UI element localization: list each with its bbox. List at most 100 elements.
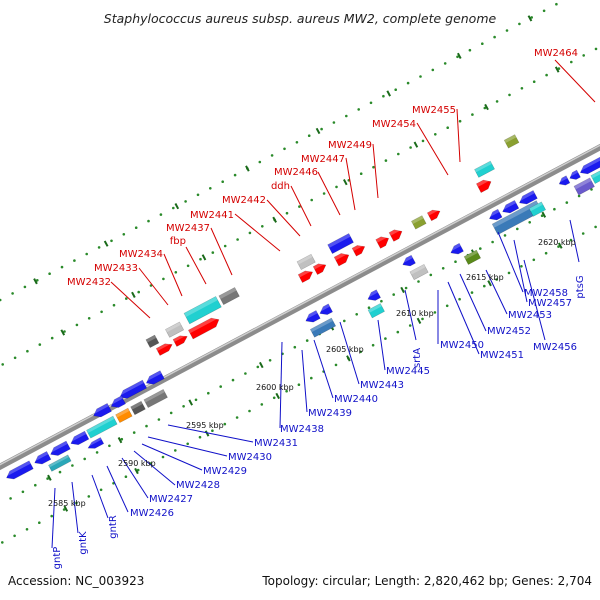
gene-feature[interactable] xyxy=(218,287,240,306)
gene-feature[interactable] xyxy=(183,296,222,325)
gene-feature[interactable] xyxy=(351,242,367,257)
gene-feature[interactable] xyxy=(503,134,520,149)
gene-label-MW2442[interactable]: MW2442 xyxy=(222,195,266,206)
scale-labels: 2585 kbp 2590 kbp 2595 kbp 2600 kbp 2605… xyxy=(48,238,576,508)
gene-feature[interactable] xyxy=(86,437,105,451)
scale-label-2620: 2620 kbp xyxy=(538,238,576,247)
gene-label-MW2433[interactable]: MW2433 xyxy=(94,263,138,274)
gene-label-gntK[interactable]: gntK xyxy=(78,531,89,555)
gene-feature[interactable] xyxy=(375,233,391,249)
gene-feature[interactable] xyxy=(130,400,146,416)
gene-feature[interactable] xyxy=(165,321,185,338)
gene-feature[interactable] xyxy=(317,303,333,318)
gene-feature[interactable] xyxy=(115,407,133,424)
gene-label-MW2427[interactable]: MW2427 xyxy=(149,494,193,505)
gene-label-ddh[interactable]: ddh xyxy=(271,181,290,192)
gene-feature[interactable] xyxy=(296,253,316,271)
gene-feature[interactable] xyxy=(68,430,90,447)
gene-label-gntR[interactable]: gntR xyxy=(108,515,119,539)
gene-label-MW2447[interactable]: MW2447 xyxy=(301,154,345,165)
gene-feature[interactable] xyxy=(409,263,429,281)
gene-feature[interactable] xyxy=(487,208,503,223)
gene-feature[interactable] xyxy=(32,451,52,466)
gene-feature[interactable] xyxy=(448,242,464,257)
gene-feature[interactable] xyxy=(117,379,148,401)
gene-label-srtA[interactable]: srtA xyxy=(412,348,423,368)
scale-label-2615: 2615 kbp xyxy=(466,273,504,282)
guide-upper-inner xyxy=(1,47,598,366)
gene-label-fbp[interactable]: fbp xyxy=(170,236,186,247)
map-title: Staphylococcus aureus subsp. aureus MW2,… xyxy=(104,11,497,26)
gene-feature[interactable] xyxy=(411,215,427,230)
gene-feature[interactable] xyxy=(528,201,547,217)
gene-feature[interactable] xyxy=(188,315,221,340)
gene-feature[interactable] xyxy=(91,403,112,419)
gene-label-ptsG[interactable]: ptsG xyxy=(575,275,586,298)
gene-feature[interactable] xyxy=(573,177,595,196)
gene-feature[interactable] xyxy=(172,332,189,347)
gene-feature[interactable] xyxy=(567,169,581,182)
gene-feature[interactable] xyxy=(309,317,337,338)
gene-feature[interactable] xyxy=(474,160,495,178)
gene-label-MW2458[interactable]: MW2458 xyxy=(524,288,568,299)
gene-feature[interactable] xyxy=(500,199,520,215)
gene-label-MW2439[interactable]: MW2439 xyxy=(308,408,352,419)
gene-feature[interactable] xyxy=(590,170,600,184)
gene-feature[interactable] xyxy=(400,254,416,269)
gene-label-MW2455[interactable]: MW2455 xyxy=(412,105,456,116)
gene-label-MW2438[interactable]: MW2438 xyxy=(280,424,324,435)
gene-feature[interactable] xyxy=(426,207,442,222)
gene-label-MW2452[interactable]: MW2452 xyxy=(487,326,531,337)
gene-feature[interactable] xyxy=(48,454,72,472)
gene-feature[interactable] xyxy=(86,415,118,439)
gene-label-MW2443[interactable]: MW2443 xyxy=(360,380,404,391)
gene-label-MW2441[interactable]: MW2441 xyxy=(190,210,234,221)
gene-label-gntP[interactable]: gntP xyxy=(52,547,63,570)
gene-feature[interactable] xyxy=(388,226,404,242)
gene-feature[interactable] xyxy=(327,233,354,254)
gene-feature[interactable] xyxy=(476,177,493,193)
gene-label-MW2446[interactable]: MW2446 xyxy=(274,167,318,178)
gene-feature[interactable] xyxy=(333,250,351,267)
gene-label-MW2429[interactable]: MW2429 xyxy=(203,466,247,477)
gene-label-MW2456[interactable]: MW2456 xyxy=(533,342,577,353)
gene-label-MW2457[interactable]: MW2457 xyxy=(528,298,572,309)
gene-label-MW2432[interactable]: MW2432 xyxy=(67,277,111,288)
gene-feature[interactable] xyxy=(365,289,381,304)
gene-label-MW2426[interactable]: MW2426 xyxy=(130,508,174,519)
track-guides xyxy=(0,2,598,544)
gene-label-MW2454[interactable]: MW2454 xyxy=(372,119,416,130)
scale-label-2610: 2610 kbp xyxy=(396,309,434,318)
gene-feature[interactable] xyxy=(155,340,174,356)
gene-label-MW2445[interactable]: MW2445 xyxy=(386,366,430,377)
gene-feature[interactable] xyxy=(144,370,165,387)
guide-lower-inner xyxy=(9,188,593,500)
gene-feature[interactable] xyxy=(303,310,321,325)
gene-label-MW2430[interactable]: MW2430 xyxy=(228,452,272,463)
gene-feature[interactable] xyxy=(108,395,126,411)
gene-label-MW2431[interactable]: MW2431 xyxy=(254,438,298,449)
accession-text: Accession: NC_003923 xyxy=(8,574,144,588)
gene-feature[interactable] xyxy=(557,175,571,188)
gene-label-MW2437[interactable]: MW2437 xyxy=(166,223,210,234)
gene-label-MW2434[interactable]: MW2434 xyxy=(119,249,163,260)
scale-label-2595: 2595 kbp xyxy=(186,421,224,430)
gene-feature[interactable] xyxy=(312,260,328,275)
gene-feature[interactable] xyxy=(4,460,34,482)
gene-label-MW2453[interactable]: MW2453 xyxy=(508,310,552,321)
forward-gene-labels: MW2432 MW2433 MW2434 fbp MW2437 MW2441 M… xyxy=(67,48,578,288)
gene-feature[interactable] xyxy=(517,190,538,206)
gene-label-MW2449[interactable]: MW2449 xyxy=(328,140,372,151)
gene-feature[interactable] xyxy=(145,334,160,349)
gene-feature[interactable] xyxy=(367,303,385,319)
gene-feature[interactable] xyxy=(48,440,71,458)
gene-label-MW2450[interactable]: MW2450 xyxy=(440,340,484,351)
gene-feature[interactable] xyxy=(463,249,482,265)
gene-feature[interactable] xyxy=(297,268,315,283)
gene-label-MW2440[interactable]: MW2440 xyxy=(334,394,378,405)
gene-label-MW2451[interactable]: MW2451 xyxy=(480,350,524,361)
gene-label-MW2464[interactable]: MW2464 xyxy=(534,48,578,59)
gene-feature[interactable] xyxy=(143,389,168,409)
gene-label-MW2428[interactable]: MW2428 xyxy=(176,480,220,491)
